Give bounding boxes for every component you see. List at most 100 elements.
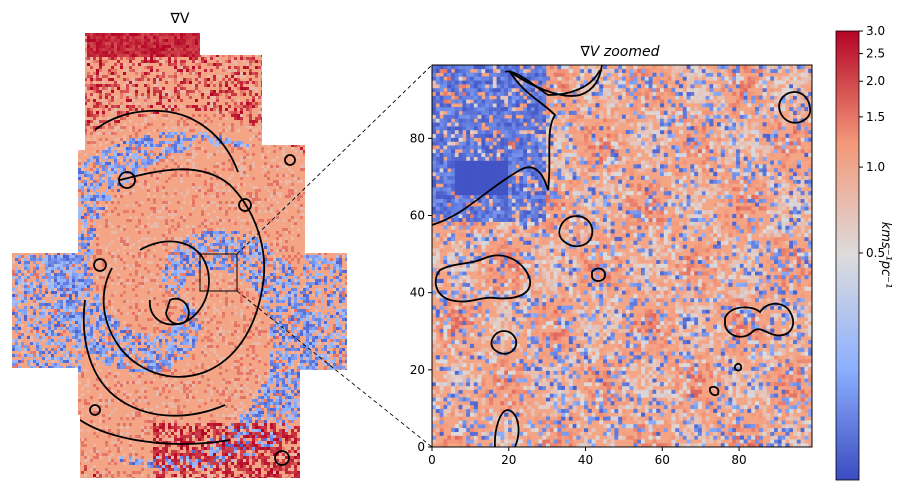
left-cell bbox=[189, 69, 192, 72]
left-cell bbox=[84, 231, 87, 234]
left-cell bbox=[300, 207, 303, 210]
left-cell bbox=[102, 81, 105, 84]
left-cell bbox=[33, 66, 36, 69]
left-cell bbox=[321, 51, 324, 54]
left-cell bbox=[204, 303, 207, 306]
left-cell bbox=[39, 204, 42, 207]
left-cell bbox=[144, 84, 147, 87]
left-cell bbox=[210, 81, 213, 84]
left-cell bbox=[63, 306, 66, 309]
left-cell bbox=[279, 261, 282, 264]
left-cell bbox=[339, 240, 342, 243]
left-cell bbox=[345, 186, 347, 189]
left-cell bbox=[291, 300, 294, 303]
left-cell bbox=[309, 111, 312, 114]
left-cell bbox=[123, 39, 126, 42]
left-cell bbox=[168, 153, 171, 156]
left-cell bbox=[129, 102, 132, 105]
left-cell bbox=[51, 102, 54, 105]
left-cell bbox=[15, 180, 18, 183]
left-cell bbox=[342, 105, 345, 108]
left-cell bbox=[141, 39, 144, 42]
left-cell bbox=[222, 141, 225, 144]
left-cell bbox=[60, 270, 63, 273]
left-cell bbox=[198, 246, 201, 249]
left-cell bbox=[69, 111, 72, 114]
left-cell bbox=[303, 195, 306, 198]
left-cell bbox=[90, 273, 93, 276]
left-cell bbox=[42, 237, 45, 240]
left-cell bbox=[162, 93, 165, 96]
left-cell bbox=[246, 45, 249, 48]
left-cell bbox=[336, 123, 339, 126]
left-cell bbox=[243, 240, 246, 243]
left-cell bbox=[165, 243, 168, 246]
left-cell bbox=[12, 111, 15, 114]
left-cell bbox=[81, 225, 84, 228]
left-cell bbox=[336, 138, 339, 141]
left-cell bbox=[231, 270, 234, 273]
left-cell bbox=[51, 255, 54, 258]
left-cell bbox=[309, 147, 312, 150]
left-cell bbox=[99, 36, 102, 39]
left-cell bbox=[177, 45, 180, 48]
left-cell bbox=[228, 285, 231, 288]
left-cell bbox=[69, 258, 72, 261]
left-cell bbox=[159, 159, 162, 162]
left-cell bbox=[291, 258, 294, 261]
left-cell bbox=[258, 228, 261, 231]
left-cell bbox=[192, 297, 195, 300]
left-cell bbox=[285, 36, 288, 39]
left-cell bbox=[135, 273, 138, 276]
left-cell bbox=[135, 93, 138, 96]
left-cell bbox=[48, 147, 51, 150]
left-cell bbox=[279, 297, 282, 300]
left-cell bbox=[231, 33, 234, 36]
left-cell bbox=[186, 234, 189, 237]
left-cell bbox=[108, 54, 111, 57]
left-cell bbox=[102, 105, 105, 108]
left-cell bbox=[201, 42, 204, 45]
left-cell bbox=[252, 240, 255, 243]
left-cell bbox=[258, 66, 261, 69]
left-cell bbox=[108, 177, 111, 180]
left-cell bbox=[27, 246, 30, 249]
left-cell bbox=[255, 243, 258, 246]
left-cell bbox=[129, 183, 132, 186]
left-cell bbox=[132, 168, 135, 171]
left-cell bbox=[123, 150, 126, 153]
left-cell bbox=[294, 195, 297, 198]
left-cell bbox=[342, 81, 345, 84]
left-cell bbox=[99, 177, 102, 180]
left-cell bbox=[99, 210, 102, 213]
left-cell bbox=[21, 72, 24, 75]
left-cell bbox=[309, 291, 312, 294]
left-cell bbox=[78, 135, 81, 138]
left-cell bbox=[63, 234, 66, 237]
left-cell bbox=[243, 90, 246, 93]
left-cell bbox=[336, 129, 339, 132]
left-cell bbox=[264, 54, 267, 57]
left-cell bbox=[102, 120, 105, 123]
left-cell bbox=[117, 126, 120, 129]
left-cell bbox=[48, 267, 51, 270]
left-cell bbox=[330, 87, 333, 90]
left-cell bbox=[57, 114, 60, 117]
left-cell bbox=[279, 42, 282, 45]
left-cell bbox=[174, 192, 177, 195]
left-cell bbox=[276, 258, 279, 261]
left-cell bbox=[261, 147, 264, 150]
left-cell bbox=[75, 279, 78, 282]
left-cell bbox=[168, 258, 171, 261]
left-cell bbox=[75, 291, 78, 294]
left-cell bbox=[90, 48, 93, 51]
left-cell bbox=[123, 51, 126, 54]
left-cell bbox=[33, 96, 36, 99]
left-cell bbox=[63, 201, 66, 204]
left-cell bbox=[303, 63, 306, 66]
left-cell bbox=[243, 165, 246, 168]
left-cell bbox=[15, 93, 18, 96]
left-cell bbox=[288, 141, 291, 144]
left-cell bbox=[219, 117, 222, 120]
left-cell bbox=[24, 99, 27, 102]
